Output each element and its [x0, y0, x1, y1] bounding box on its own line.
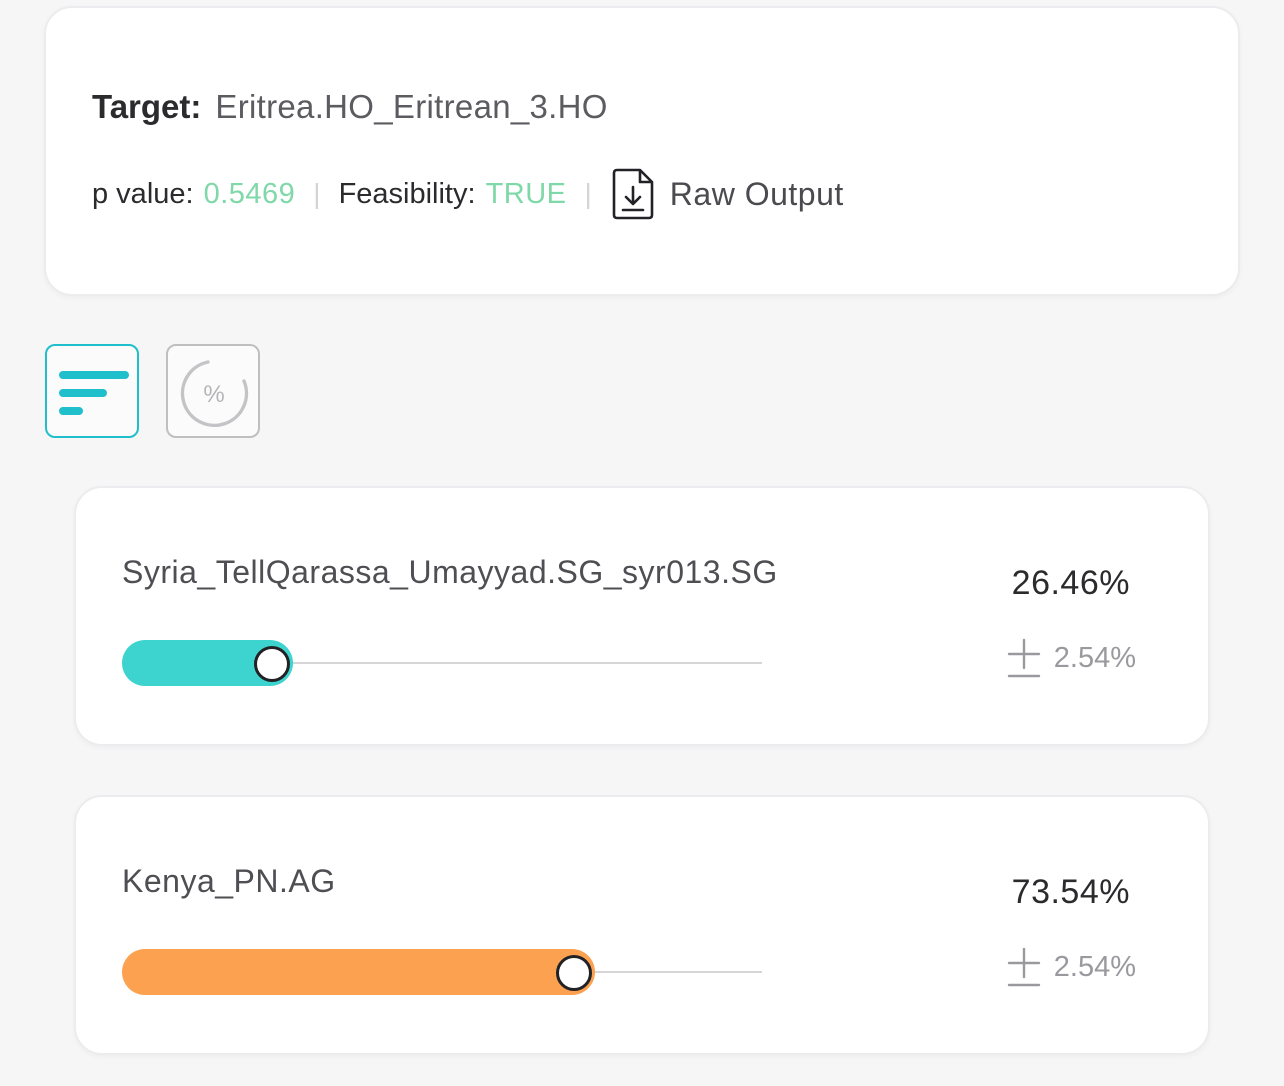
- plus-minus-icon: [1006, 945, 1054, 989]
- separator: |: [584, 178, 592, 209]
- file-download-icon: [610, 167, 656, 221]
- source-name: Kenya_PN.AG: [122, 863, 336, 899]
- target-label: Target:: [92, 88, 202, 125]
- slider-track: [122, 662, 762, 664]
- source-error: 2.54%: [1006, 636, 1136, 680]
- svg-text:%: %: [203, 381, 224, 408]
- separator: |: [313, 178, 321, 209]
- source-error-value: 2.54%: [1053, 641, 1136, 674]
- slider-fill: [122, 949, 595, 995]
- slider-thumb[interactable]: [254, 646, 290, 682]
- raw-output-label: Raw Output: [669, 175, 844, 212]
- source-card: Syria_TellQarassa_Umayyad.SG_syr013.SG 2…: [74, 486, 1210, 746]
- bar-view-button[interactable]: [45, 344, 139, 438]
- source-error-value: 2.54%: [1053, 950, 1136, 983]
- p-value-label: p value:: [92, 177, 194, 210]
- slider-thumb[interactable]: [556, 955, 592, 991]
- feasibility-label: Feasibility:: [338, 177, 476, 210]
- plus-minus-icon: [1006, 636, 1054, 680]
- proportion-slider[interactable]: [122, 640, 762, 686]
- result-summary-card: Target: Eritrea.HO_Eritrean_3.HO p value:…: [44, 6, 1240, 296]
- source-name: Syria_TellQarassa_Umayyad.SG_syr013.SG: [122, 554, 778, 590]
- pie-view-button[interactable]: %: [166, 344, 260, 438]
- source-percent: 73.54%: [1011, 873, 1130, 911]
- stats-row: p value: 0.5469 | Feasibility: TRUE | Ra…: [92, 166, 844, 222]
- target-row: Target: Eritrea.HO_Eritrean_3.HO: [92, 88, 608, 126]
- p-value: 0.5469: [203, 177, 296, 210]
- raw-output-button[interactable]: Raw Output: [610, 167, 844, 221]
- target-value: Eritrea.HO_Eritrean_3.HO: [215, 88, 608, 125]
- source-error: 2.54%: [1006, 945, 1136, 989]
- source-card: Kenya_PN.AG 73.54% 2.54%: [74, 795, 1210, 1055]
- feasibility-value: TRUE: [485, 177, 567, 210]
- proportion-slider[interactable]: [122, 949, 762, 995]
- source-percent: 26.46%: [1011, 564, 1130, 602]
